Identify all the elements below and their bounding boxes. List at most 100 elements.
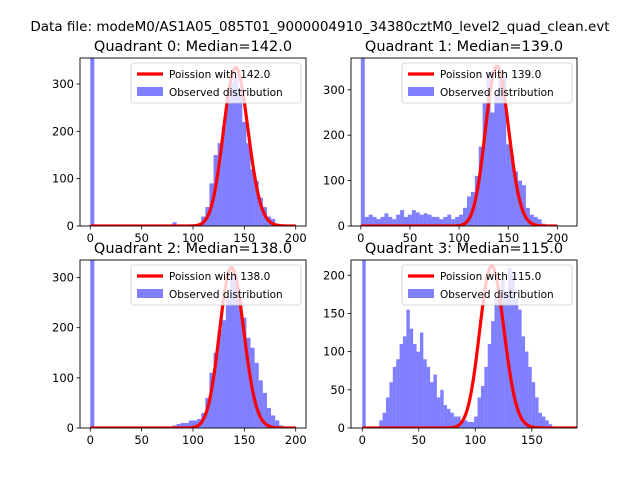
- histogram-bar: [213, 352, 218, 428]
- x-tick-label: 150: [521, 433, 543, 447]
- y-tick-label: 300: [323, 83, 345, 97]
- histogram-bar: [511, 275, 515, 428]
- histogram-bar: [382, 412, 387, 428]
- histogram-bar: [172, 222, 177, 226]
- histogram-bar: [521, 336, 526, 428]
- legend-box: [401, 264, 573, 306]
- histogram-bar: [392, 219, 397, 226]
- y-tick-label: 100: [323, 174, 345, 188]
- x-tick-label: 100: [464, 433, 486, 447]
- histogram-bar: [364, 216, 369, 226]
- histogram-bar: [402, 336, 407, 428]
- legend-label-observed: Observed distribution: [169, 289, 283, 301]
- legend-bar-swatch: [137, 289, 163, 298]
- x-tick-label: 0: [87, 433, 94, 447]
- histogram-bar: [541, 416, 546, 428]
- histogram-bar: [498, 71, 503, 226]
- histogram-bar: [423, 213, 428, 226]
- axes-frame: [350, 259, 578, 429]
- histogram-bar: [484, 366, 488, 428]
- y-tick-label: 200: [52, 124, 74, 138]
- plot-area: [89, 58, 297, 226]
- histogram-bar: [396, 214, 401, 226]
- histogram-bar: [388, 216, 393, 226]
- histogram-bar: [467, 421, 471, 428]
- histogram-bar: [238, 88, 243, 226]
- legend-bar-swatch: [408, 87, 434, 96]
- histogram-bar: [439, 219, 444, 226]
- x-tick-label: 100: [182, 231, 204, 245]
- y-tick-label: 100: [52, 371, 74, 385]
- histogram-bar: [447, 214, 452, 226]
- x-tick-label: 100: [448, 231, 470, 245]
- figure-suptitle: Data file: modeM0/AS1A05_085T01_90000049…: [30, 19, 609, 35]
- legend-box: [130, 62, 302, 104]
- legend-label-poisson: Poission with 115.0: [440, 271, 541, 283]
- histogram-bar: [90, 58, 95, 226]
- x-tick-label: 150: [497, 231, 519, 245]
- histogram-bar: [376, 219, 381, 226]
- y-tick-label: 0: [67, 421, 74, 435]
- legend-label-observed: Observed distribution: [440, 87, 554, 99]
- histogram-bar: [510, 155, 515, 226]
- x-tick-label: 0: [357, 231, 364, 245]
- histogram-bar: [225, 297, 230, 428]
- histogram-bar: [90, 260, 95, 428]
- histogram-bar: [176, 423, 181, 428]
- histogram-bar: [258, 380, 263, 428]
- subplot-grid: 0 50 100 150 200 0 100 200 300 Quadrant 0: Median…: [52, 39, 578, 447]
- histogram-bar: [482, 103, 487, 226]
- histogram-bar: [406, 309, 410, 428]
- histogram-bar: [400, 210, 405, 226]
- histogram-bar: [502, 76, 507, 226]
- legend-bar-swatch: [408, 289, 434, 298]
- histogram-bar: [491, 321, 495, 428]
- histogram-bar: [531, 382, 536, 428]
- histogram-bar: [497, 290, 502, 428]
- x-tick-label: 50: [134, 433, 149, 447]
- histogram-bar: [250, 169, 255, 226]
- x-tick-label: 150: [233, 231, 255, 245]
- x-tick-label: 50: [411, 433, 426, 447]
- histogram-bar: [411, 210, 416, 226]
- histogram-bar: [415, 212, 420, 226]
- histogram-bar: [529, 214, 534, 226]
- histogram-bar: [368, 214, 373, 226]
- histogram-bar: [535, 397, 539, 428]
- plot-area: [89, 260, 297, 428]
- histogram-bar: [416, 351, 420, 428]
- histogram-bar: [419, 214, 424, 226]
- histogram-bar: [396, 359, 400, 428]
- histogram-bar: [275, 420, 280, 428]
- histogram-bar: [229, 277, 235, 428]
- histogram-bar: [431, 216, 436, 226]
- histogram-bar: [188, 420, 193, 428]
- histogram-bar: [463, 207, 467, 226]
- histogram-bar: [494, 298, 498, 428]
- histogram-bar: [474, 416, 478, 428]
- subplot-title: Quadrant 2: Median=138.0: [94, 241, 292, 257]
- histogram-bar: [246, 143, 251, 226]
- y-tick-label: 0: [338, 219, 345, 233]
- histogram-bar: [379, 420, 383, 428]
- histogram-bar: [537, 219, 542, 226]
- histogram-bar: [464, 420, 468, 428]
- histogram-bar: [508, 267, 512, 428]
- subplot-title: Quadrant 1: Median=139.0: [365, 39, 563, 55]
- x-tick-label: 100: [182, 433, 204, 447]
- histogram-bar: [514, 298, 519, 428]
- histogram-bar: [506, 144, 511, 226]
- histogram-bar: [384, 213, 389, 226]
- histogram-bar: [360, 58, 365, 226]
- histogram-bar: [386, 397, 390, 428]
- histogram-bar: [409, 328, 414, 428]
- histogram-bar: [490, 112, 495, 226]
- y-tick-label: 150: [323, 306, 345, 320]
- histogram-bar: [447, 408, 451, 428]
- legend-bar-swatch: [137, 87, 163, 96]
- histogram-bar: [501, 279, 505, 428]
- histogram-bar: [514, 171, 519, 226]
- histogram-bar: [246, 337, 251, 428]
- subplot-quadrant-3: 0 50 100 150 0 50 100 150 200 Quadrant 3: Median=…: [323, 241, 578, 447]
